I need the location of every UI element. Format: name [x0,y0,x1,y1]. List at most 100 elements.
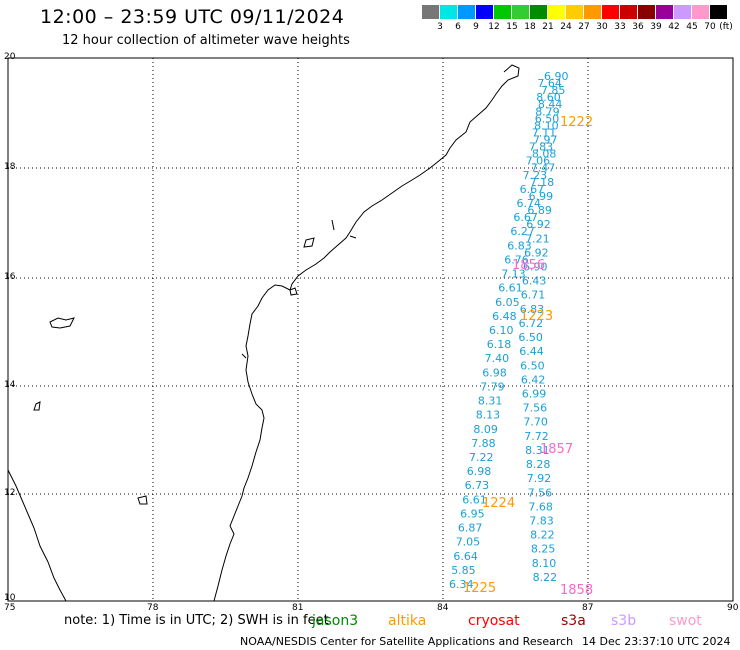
lat-label: 10 [4,593,16,603]
gridlines [8,58,733,601]
wave-height-value: 6.90 [523,261,548,274]
wave-height-value: 6.10 [489,324,514,337]
wave-height-value: 8.28 [526,458,551,471]
wave-height-value: 6.74 [517,197,542,210]
wave-height-value: 6.64 [453,550,478,563]
wave-height-value: 6.44 [519,345,544,358]
wave-height-value: 8.60 [536,91,561,104]
wave-height-value: 7.56 [523,402,548,415]
wave-height-value: 8.08 [532,148,557,161]
scale-unit-label: (ft) [719,22,733,32]
wave-height-value: 7.85 [541,84,566,97]
wave-height-value: 7.06 [526,155,551,168]
wave-height-value: 7.72 [524,430,549,443]
wave-height-value: 6.95 [460,507,485,520]
wave-height-value: 7.05 [456,536,481,549]
wave-height-value: 5.85 [451,564,476,577]
lat-label: 16 [4,272,16,282]
wave-height-value: 6.43 [522,275,547,288]
wave-height-value: 7.18 [530,176,555,189]
wave-height-value: 8.09 [473,423,498,436]
wave-height-value: 7.88 [471,437,496,450]
scale-tick-label: 15 [506,22,518,32]
lon-label: 84 [437,603,449,613]
scale-swatch [476,5,493,19]
generated-timestamp: 14 Dec 23:37:10 UTC 2024 [582,635,731,648]
scale-swatch [692,5,709,19]
satellite-label-altika: altika [388,613,427,629]
wave-height-value: 6.61 [498,282,523,295]
wave-height-value: 6.76 [504,253,529,266]
scale-tick-label: 39 [650,22,662,32]
wave-height-value: 7.83 [529,515,554,528]
pass-time-label: 1225 [463,581,496,596]
scale-tick-label: 24 [560,22,572,32]
wave-height-value: 6.48 [492,310,516,323]
wave-height-value: 6.83 [507,239,532,252]
scale-tick-label: 18 [524,22,536,32]
map-frame [7,57,734,602]
footnote: note: 1) Time is in UTC; 2) SWH is in fe… [64,613,329,628]
wave-height-value: 8.31 [478,395,503,408]
wave-height-value: 7.22 [469,451,494,464]
wave-height-value: 6.89 [527,204,552,217]
scale-tick-label: 36 [632,22,644,32]
pass-time-label: 1858 [560,583,593,598]
coastline [7,64,520,602]
wave-height-value: 6.50 [535,112,560,125]
wave-height-value: 6.61 [462,493,487,506]
wave-height-value: 7.11 [532,126,557,139]
pass-time-label: 1856 [512,258,545,273]
scale-swatch [440,5,457,19]
wave-height-value: 7.68 [528,500,553,513]
wave-height-value: 6.71 [521,289,546,302]
wave-height-value: 6.92 [526,218,551,231]
satellite-label-swot: swot [669,613,702,629]
wave-height-value: 6.73 [465,479,490,492]
scale-swatch [494,5,511,19]
scale-swatch [530,5,547,19]
wave-height-value: 8.22 [530,529,555,542]
wave-height-value: 8.31 [525,444,550,457]
wave-height-value: 6.98 [482,366,507,379]
wave-height-value: 6.42 [521,373,546,386]
lon-label: 78 [147,603,159,613]
scale-swatch [638,5,655,19]
wave-height-value: 6.05 [495,296,519,309]
pass-time-label: 1222 [560,115,593,130]
wave-height-value: 6.50 [518,331,543,344]
wave-height-value: 6.99 [529,190,554,203]
wave-height-value: 7.64 [537,77,562,90]
lat-label: 14 [4,380,16,390]
wave-height-value: 7.21 [525,232,550,245]
wave-height-value: 6.98 [467,465,492,478]
scale-tick-label: 33 [614,22,626,32]
wave-height-value: 8.44 [538,98,563,111]
lat-label: 18 [4,162,16,172]
wave-height-value: 7.13 [501,268,526,281]
altimeter-tracks: 6.907.647.858.608.448.796.508.107.117.97… [449,70,593,598]
scale-swatch [620,5,637,19]
lat-label: 12 [4,488,16,498]
wave-height-value: 7.70 [523,416,548,429]
wave-height-value: 6.87 [458,522,483,535]
wave-height-value: 7.40 [485,352,510,365]
scale-swatch [602,5,619,19]
scale-swatch [566,5,583,19]
lat-label: 20 [4,52,16,62]
scale-tick-label: 42 [668,22,680,32]
wave-height-value: 6.72 [519,317,544,330]
scale-swatch [422,5,439,19]
wave-height-value: 7.83 [529,141,554,154]
wave-height-value: 7.47 [531,162,556,175]
scale-tick-label: 45 [686,22,698,32]
scale-swatch [656,5,673,19]
satellite-label-s3a: s3a [561,613,586,629]
scale-tick-label: 27 [578,22,590,32]
lon-label: 81 [292,603,304,613]
pass-time-label: 1223 [520,309,553,324]
wave-height-value: 8.10 [532,557,557,570]
lon-label: 87 [582,603,594,613]
wave-height-value: 7.97 [533,134,558,147]
